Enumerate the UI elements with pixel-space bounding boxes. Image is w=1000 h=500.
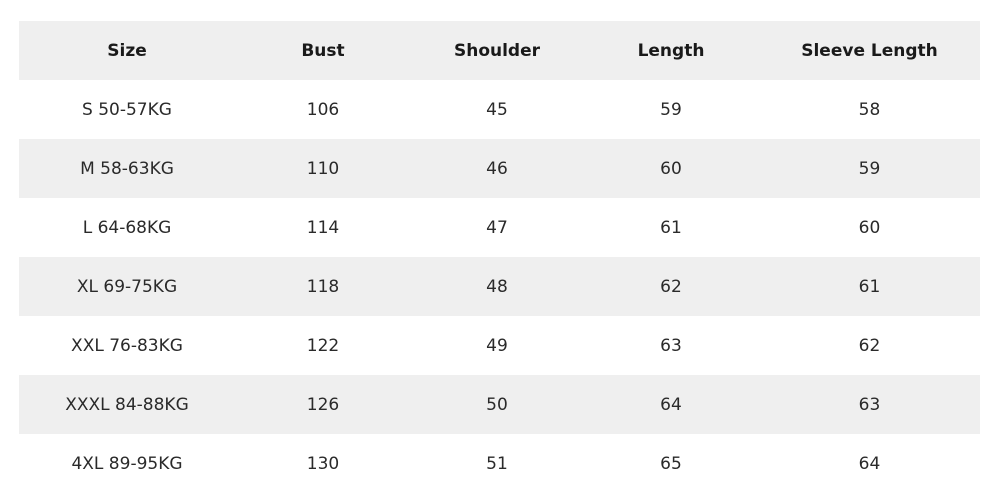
cell-shoulder: 48 <box>486 276 508 297</box>
cell-size: XXL 76-83KG <box>71 335 183 356</box>
cell-length: 62 <box>660 276 682 297</box>
table-row: 4XL 89-95KG 130 51 65 64 <box>19 434 980 493</box>
cell-shoulder: 49 <box>486 335 508 356</box>
cell-bust: 114 <box>306 217 340 238</box>
header-shoulder: Shoulder <box>453 40 541 61</box>
cell-bust: 130 <box>306 453 340 474</box>
cell-size: 4XL 89-95KG <box>71 453 183 474</box>
cell-length: 65 <box>660 453 682 474</box>
cell-bust: 110 <box>306 158 340 179</box>
cell-sleeve-length: 62 <box>858 335 881 356</box>
cell-shoulder: 51 <box>486 453 508 474</box>
header-bust: Bust <box>301 40 345 61</box>
cell-length: 63 <box>660 335 682 356</box>
header-length: Length <box>637 40 705 61</box>
table-row: XL 69-75KG 118 48 62 61 <box>19 257 980 316</box>
cell-bust: 126 <box>306 394 340 415</box>
cell-sleeve-length: 61 <box>858 276 881 297</box>
cell-shoulder: 46 <box>486 158 508 179</box>
table-row: S 50-57KG 106 45 59 58 <box>19 80 980 139</box>
cell-sleeve-length: 63 <box>858 394 881 415</box>
cell-length: 59 <box>660 99 682 120</box>
table-row: XXXL 84-88KG 126 50 64 63 <box>19 375 980 434</box>
cell-size: XL 69-75KG <box>76 276 178 297</box>
cell-length: 64 <box>660 394 682 415</box>
header-sleeve-length: Sleeve Length <box>801 40 938 61</box>
cell-sleeve-length: 59 <box>858 158 881 179</box>
header-size: Size <box>107 40 147 61</box>
table-row: L 64-68KG 114 47 61 60 <box>19 198 980 257</box>
cell-sleeve-length: 58 <box>858 99 881 120</box>
cell-sleeve-length: 60 <box>858 217 881 238</box>
cell-size: M 58-63KG <box>80 158 174 179</box>
cell-length: 61 <box>660 217 682 238</box>
cell-size: L 64-68KG <box>82 217 172 238</box>
cell-shoulder: 47 <box>486 217 508 238</box>
header-row: Size Bust Shoulder Length Sleeve Length <box>19 21 980 80</box>
cell-sleeve-length: 64 <box>858 453 881 474</box>
cell-length: 60 <box>660 158 682 179</box>
table-row: M 58-63KG 110 46 60 59 <box>19 139 980 198</box>
cell-shoulder: 50 <box>486 394 508 415</box>
cell-shoulder: 45 <box>486 99 508 120</box>
size-chart-table: Size Bust Shoulder Length Sleeve Length … <box>19 21 980 493</box>
table-row: XXL 76-83KG 122 49 63 62 <box>19 316 980 375</box>
cell-size: S 50-57KG <box>82 99 172 120</box>
cell-bust: 122 <box>306 335 340 356</box>
cell-size: XXXL 84-88KG <box>65 394 189 415</box>
cell-bust: 106 <box>306 99 340 120</box>
cell-bust: 118 <box>306 276 340 297</box>
